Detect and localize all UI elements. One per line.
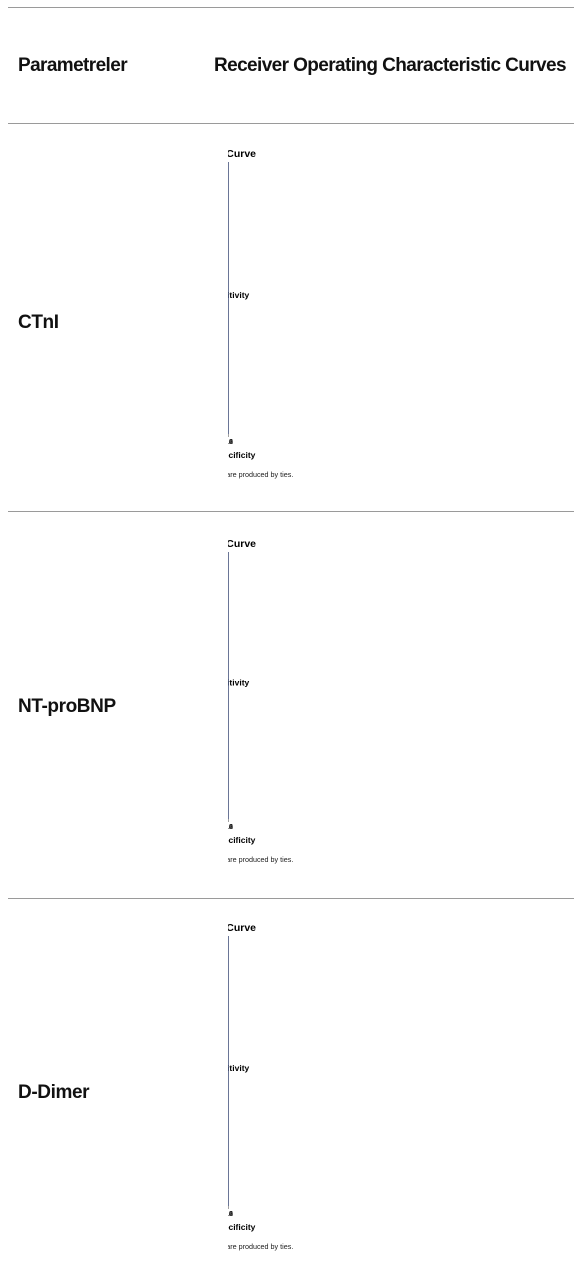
x-tick-label: 0.2 <box>228 439 233 446</box>
chart-title: ROC Curve <box>228 538 256 550</box>
chart-footnote: Diagonal segments are produced by ties. <box>228 1242 293 1251</box>
roc-chart-nt-probnp: ROC Curve0.00.20.40.60.81.00.00.20.40.60… <box>228 530 558 880</box>
x-tick-label: 0.6 <box>228 1211 233 1218</box>
parameters-column-header: Parametreler <box>18 55 128 76</box>
x-tick-label: 1.0 <box>228 824 233 831</box>
x-tick-label: 0.8 <box>228 439 233 446</box>
y-axis-label: Sensitivity <box>228 1063 250 1073</box>
x-tick-label: 0.4 <box>228 1211 233 1218</box>
x-tick-label: 0.8 <box>228 824 233 831</box>
parameter-label-ctni: CTnI <box>18 312 59 333</box>
x-axis-label: 1 - Specificity <box>228 835 256 845</box>
chart-title: ROC Curve <box>228 148 256 160</box>
roc-chart-ctni: ROC Curve0.00.20.40.60.81.00.00.20.40.60… <box>228 142 558 492</box>
roc-curves-column-header: Receiver Operating Characteristic Curves <box>214 55 567 76</box>
x-tick-label: 0.2 <box>228 1211 233 1218</box>
header-rule <box>8 123 574 124</box>
x-tick-label: 0.0 <box>228 1211 233 1218</box>
x-tick-label: 0.4 <box>228 824 233 831</box>
chart-footnote: Diagonal segments are produced by ties. <box>228 470 293 479</box>
x-axis-label: 1 - Specificity <box>228 1222 256 1232</box>
chart-title: ROC Curve <box>228 922 256 934</box>
row-rule-2 <box>8 898 574 899</box>
x-tick-label: 0.2 <box>228 824 233 831</box>
x-tick-label: 0.8 <box>228 1211 233 1218</box>
roc-chart-svg: ROC Curve0.00.20.40.60.81.00.00.20.40.60… <box>228 148 293 479</box>
x-tick-label: 0.6 <box>228 824 233 831</box>
x-tick-label: 1.0 <box>228 439 233 446</box>
y-axis-label: Sensitivity <box>228 290 250 300</box>
x-tick-label: 0.4 <box>228 439 233 446</box>
top-rule <box>8 7 574 8</box>
row-rule-1 <box>8 511 574 512</box>
chart-footnote: Diagonal segments are produced by ties. <box>228 855 293 864</box>
x-axis-label: 1 - Specificity <box>228 450 256 460</box>
x-tick-label: 1.0 <box>228 1211 233 1218</box>
parameter-label-nt-probnp: NT-proBNP <box>18 696 116 717</box>
roc-chart-svg: ROC Curve0.00.20.40.60.81.00.00.20.40.60… <box>228 538 293 864</box>
y-axis-label: Sensitivity <box>228 678 250 688</box>
roc-chart-d-dimer: ROC Curve0.00.20.40.60.81.00.00.20.40.60… <box>228 915 558 1270</box>
x-tick-label: 0.0 <box>228 824 233 831</box>
x-tick-label: 0.0 <box>228 439 233 446</box>
roc-chart-svg: ROC Curve0.00.20.40.60.81.00.00.20.40.60… <box>228 922 293 1251</box>
x-tick-label: 0.6 <box>228 439 233 446</box>
parameter-label-d-dimer: D-Dimer <box>18 1082 90 1103</box>
